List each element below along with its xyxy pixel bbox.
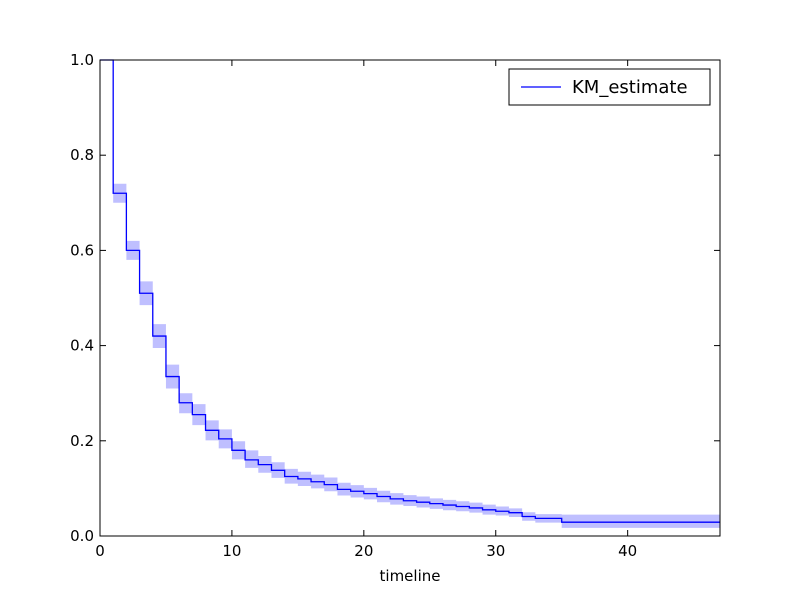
axis-tick-labels: 0 10 20 30 40 0.0 0.2 0.4 0.6 0.8 1.0 <box>70 51 637 560</box>
x-axis-label: timeline <box>380 567 441 585</box>
y-tick-label: 0.6 <box>70 241 94 259</box>
confidence-bands <box>100 60 720 528</box>
confidence-band-0 <box>100 60 720 528</box>
y-tick-label: 0.8 <box>70 146 94 164</box>
x-tick-label: 30 <box>486 542 505 560</box>
series-lines <box>100 59 720 523</box>
y-tick-label: 0.2 <box>70 432 94 450</box>
x-tick-label: 40 <box>618 542 637 560</box>
plot-frame <box>99 59 721 537</box>
series-line-0 <box>100 59 720 523</box>
y-tick-label: 0.4 <box>70 337 94 355</box>
x-tick-label: 10 <box>222 542 241 560</box>
axis-ticks <box>99 59 720 537</box>
x-tick-label: 0 <box>95 542 105 560</box>
legend-label-0: KM_estimate <box>572 77 688 98</box>
y-tick-label: 0.0 <box>70 527 94 545</box>
legend: KM_estimate <box>508 68 711 106</box>
x-tick-label: 20 <box>354 542 373 560</box>
y-tick-label: 1.0 <box>70 51 94 69</box>
